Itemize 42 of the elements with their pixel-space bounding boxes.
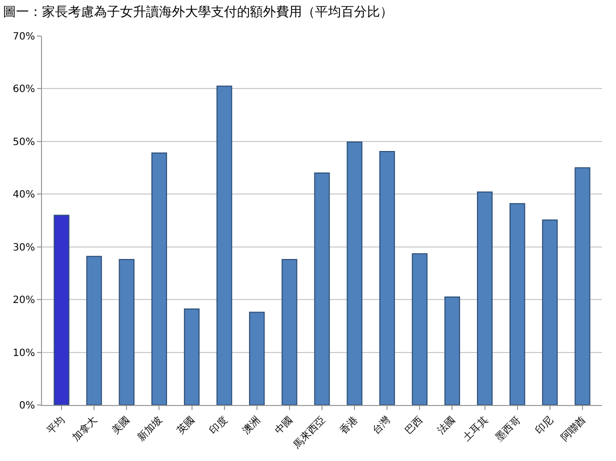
- y-tick-label: 50%: [12, 136, 35, 148]
- bar: [151, 152, 168, 405]
- bar: [54, 214, 70, 405]
- x-tick-label: 墨西哥: [494, 414, 524, 444]
- x-tick-label: 土耳其: [460, 414, 490, 444]
- x-tick-label: 香港: [338, 414, 360, 437]
- y-tick-label: 30%: [12, 242, 35, 254]
- chart-title: 圖一：家長考慮為子女升讀海外大學支付的額外費用（平均百分比）: [3, 4, 394, 20]
- y-tick-label: 10%: [12, 348, 35, 359]
- x-tick-label: 印度: [207, 414, 230, 437]
- x-tick-label: 法國: [435, 414, 458, 437]
- y-tick-label: 20%: [12, 295, 35, 306]
- bar: [444, 296, 460, 405]
- bar: [542, 219, 558, 405]
- bar: [476, 192, 493, 405]
- x-tick-label: 阿聯酋: [558, 414, 588, 444]
- x-tick-label: 美國: [110, 414, 132, 437]
- x-tick-label: 新加坡: [135, 414, 165, 444]
- x-tick-label: 平均: [44, 414, 68, 437]
- y-tick-label: 60%: [12, 84, 35, 96]
- x-tick-label: 中國: [272, 414, 296, 437]
- bar: [282, 259, 298, 405]
- y-tick-label: 40%: [12, 190, 35, 201]
- y-tick-label: 0%: [19, 400, 35, 412]
- bar: [379, 150, 395, 405]
- bar: [118, 259, 134, 405]
- y-tick-label: 70%: [12, 32, 35, 42]
- x-tick-label: 加拿大: [70, 414, 100, 444]
- x-tick-label: 英國: [174, 414, 198, 437]
- bar: [314, 172, 330, 405]
- bar: [184, 308, 200, 405]
- bar: [216, 86, 232, 405]
- bar: [346, 141, 362, 405]
- x-tick-label: 巴西: [403, 414, 426, 437]
- bar: [574, 167, 590, 405]
- bar: [249, 312, 265, 405]
- x-tick-label: 印尼: [532, 414, 556, 437]
- x-tick-label: 澳洲: [240, 414, 263, 437]
- bar: [86, 256, 102, 405]
- bar: [510, 203, 526, 405]
- x-tick-label: 台灣: [370, 414, 393, 437]
- bar: [412, 253, 428, 405]
